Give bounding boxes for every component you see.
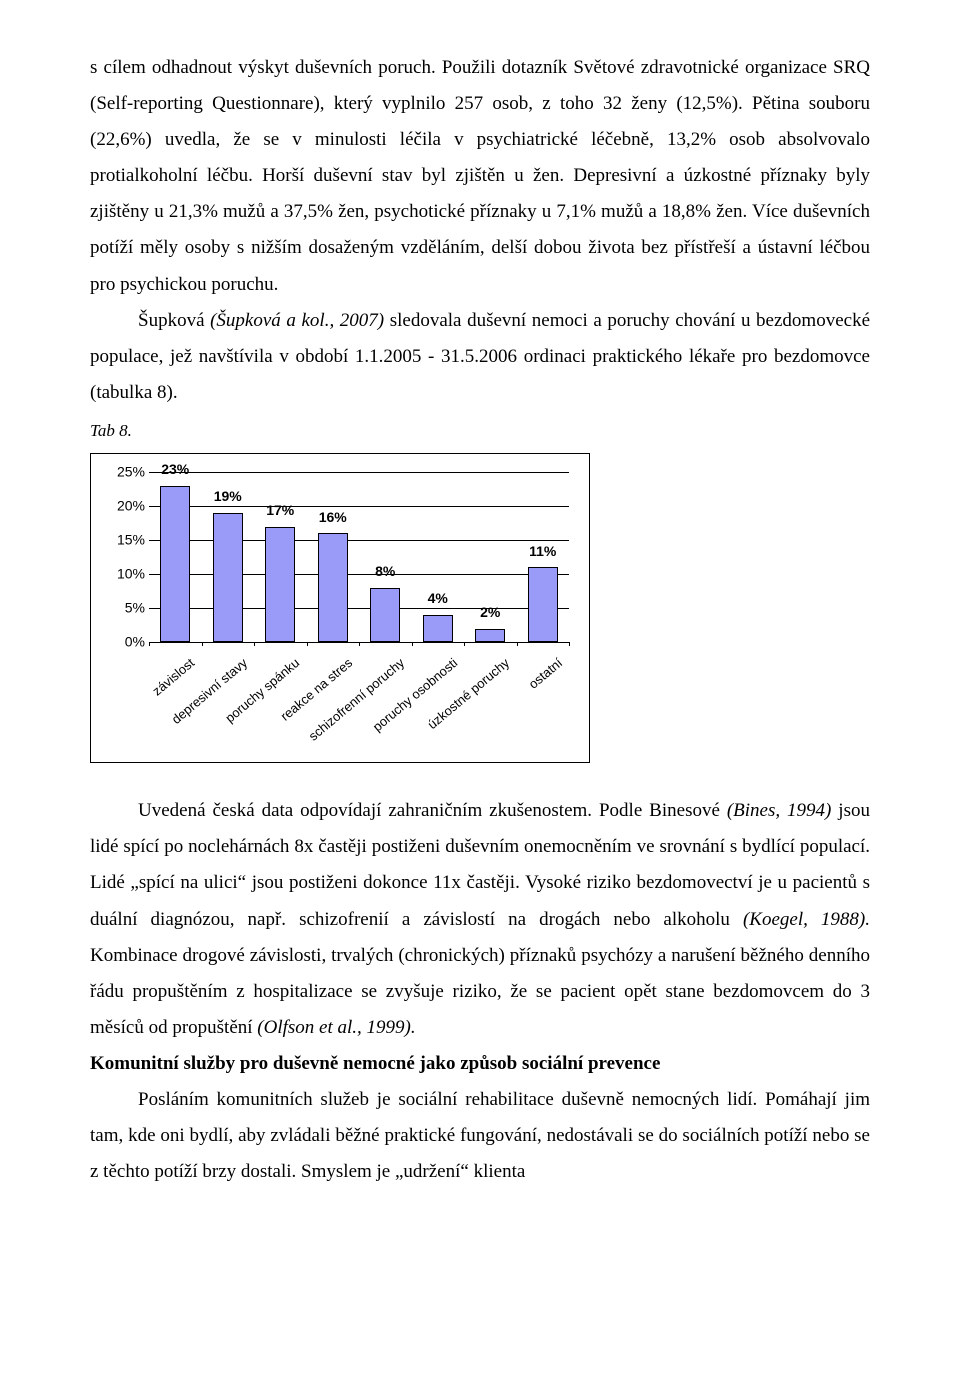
p3-citation-1: (Bines, 1994) xyxy=(727,800,832,821)
p3-c: Kombinace drogové závislosti, trvalých (… xyxy=(90,945,870,1038)
bar-value-label: 4% xyxy=(412,585,464,612)
paragraph-2: Šupková (Šupková a kol., 2007) sledovala… xyxy=(90,303,870,411)
y-axis-label: 25% xyxy=(107,459,145,486)
bar-chart: 23%19%17%16%8%4%2%11% 0%5%10%15%20%25%zá… xyxy=(90,453,590,763)
x-tick xyxy=(464,642,465,646)
x-tick xyxy=(202,642,203,646)
chart-bar xyxy=(160,486,190,642)
bar-value-label: 8% xyxy=(359,558,411,585)
p3-citation-2: (Koegel, 1988). xyxy=(743,909,870,930)
p2-lead: Šupková xyxy=(138,310,210,331)
chart-bar xyxy=(213,513,243,642)
paragraph-3: Uvedená česká data odpovídají zahraniční… xyxy=(90,793,870,1046)
paragraph-4: Posláním komunitních služeb je sociální … xyxy=(90,1082,870,1190)
chart-bar xyxy=(423,615,453,642)
table-label: Tab 8. xyxy=(90,415,870,447)
bar-value-label: 11% xyxy=(517,538,569,565)
chart-bar xyxy=(265,527,295,643)
chart-bar xyxy=(318,533,348,642)
chart-bar xyxy=(528,567,558,642)
section-heading: Komunitní služby pro duševně nemocné jak… xyxy=(90,1046,870,1082)
x-tick xyxy=(517,642,518,646)
bar-value-label: 16% xyxy=(307,504,359,531)
plot-area: 23%19%17%16%8%4%2%11% xyxy=(149,472,569,642)
y-axis-label: 10% xyxy=(107,561,145,588)
bar-value-label: 23% xyxy=(149,456,201,483)
x-tick xyxy=(412,642,413,646)
x-tick xyxy=(569,642,570,646)
y-axis-label: 15% xyxy=(107,527,145,554)
grid-line xyxy=(149,472,569,473)
chart-bar xyxy=(475,629,505,643)
chart-bar xyxy=(370,588,400,642)
p2-citation: (Šupková a kol., 2007) xyxy=(210,310,384,331)
bar-value-label: 2% xyxy=(464,599,516,626)
p3-citation-3: (Olfson et al., 1999). xyxy=(257,1017,415,1038)
y-axis-label: 5% xyxy=(107,595,145,622)
x-tick xyxy=(307,642,308,646)
bar-value-label: 19% xyxy=(202,483,254,510)
document-page: s cílem odhadnout výskyt duševních poruc… xyxy=(0,0,960,1250)
x-tick xyxy=(359,642,360,646)
x-tick xyxy=(149,642,150,646)
y-axis-label: 20% xyxy=(107,493,145,520)
bar-value-label: 17% xyxy=(254,497,306,524)
y-axis-label: 0% xyxy=(107,629,145,656)
p3-a: Uvedená česká data odpovídají zahraniční… xyxy=(138,800,727,821)
paragraph-1: s cílem odhadnout výskyt duševních poruc… xyxy=(90,50,870,303)
x-tick xyxy=(254,642,255,646)
